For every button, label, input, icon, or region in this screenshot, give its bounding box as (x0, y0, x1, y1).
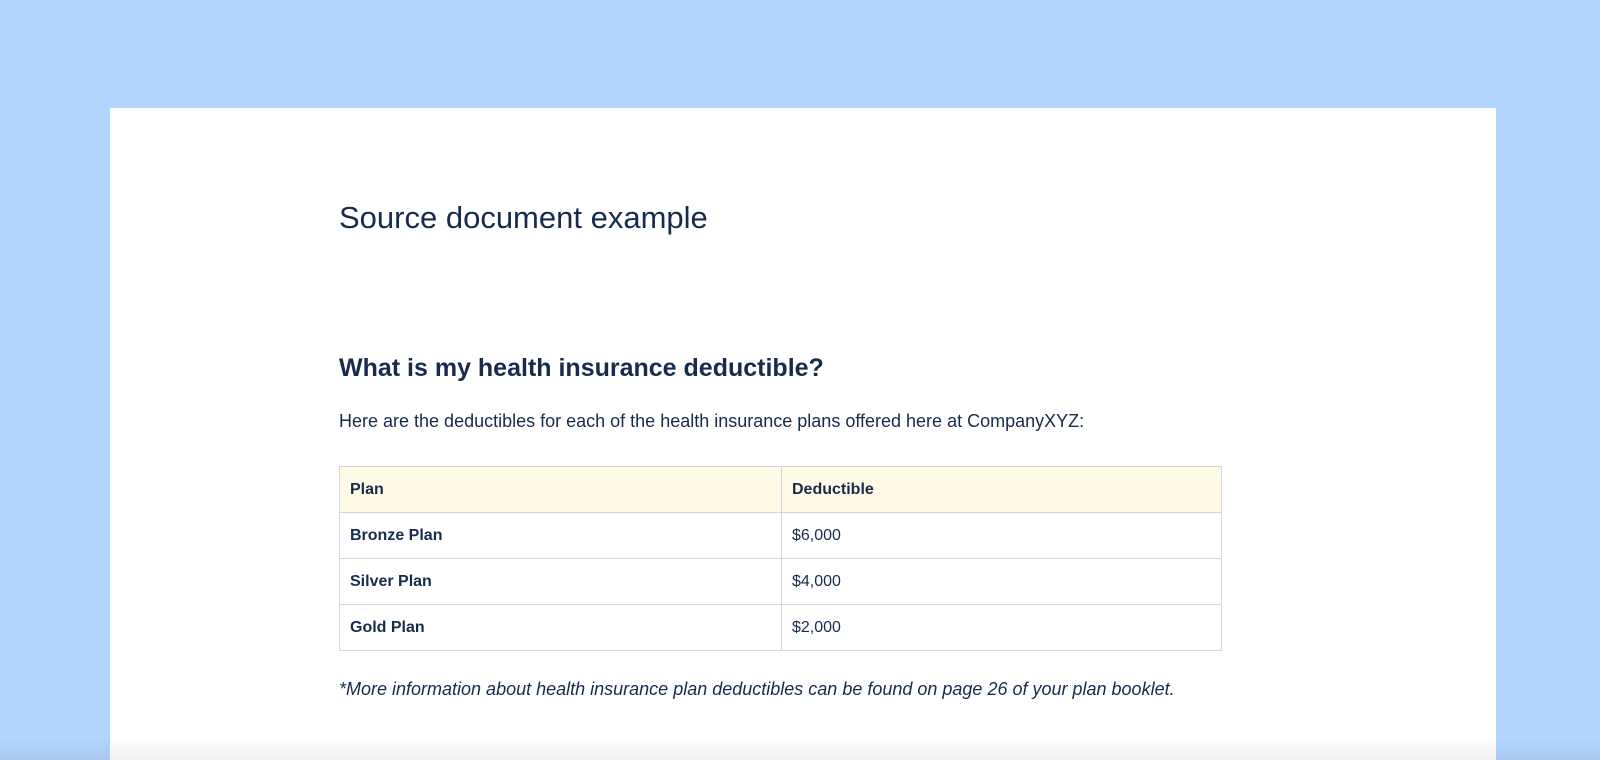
footnote: *More information about health insurance… (339, 679, 1175, 699)
header-deductible: Deductible (781, 466, 1222, 513)
page-title: Source document example (339, 200, 708, 235)
intro-paragraph: Here are the deductibles for each of the… (339, 411, 1085, 431)
plan-cell: Silver Plan (339, 558, 782, 605)
deductible-cell: $6,000 (781, 512, 1222, 559)
deductible-cell: $2,000 (781, 604, 1222, 651)
table-header-row: Plan Deductible (339, 466, 1222, 513)
plan-cell: Bronze Plan (339, 512, 782, 559)
document-card: Source document example What is my healt… (110, 108, 1496, 760)
header-plan: Plan (339, 466, 782, 513)
table-row: Silver Plan $4,000 (339, 558, 1222, 605)
table-row: Gold Plan $2,000 (339, 604, 1222, 651)
table-row: Bronze Plan $6,000 (339, 512, 1222, 559)
background-edge-right (1490, 738, 1600, 760)
bottom-fade (110, 738, 1496, 760)
deductible-cell: $4,000 (781, 558, 1222, 605)
plan-cell: Gold Plan (339, 604, 782, 651)
deductible-table: Plan Deductible Bronze Plan $6,000 Silve… (339, 466, 1222, 651)
section-heading: What is my health insurance deductible? (339, 354, 824, 382)
background-edge-left (0, 738, 110, 760)
